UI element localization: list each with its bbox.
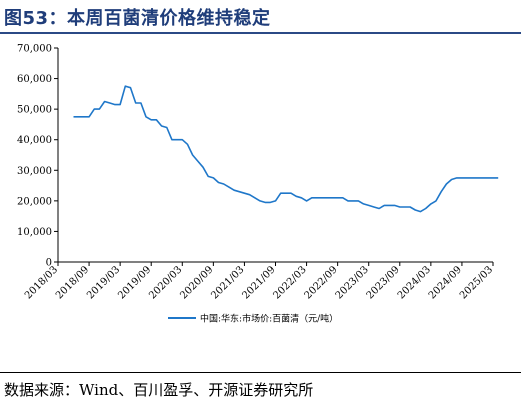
x-tick-label: 2023/09 (365, 264, 402, 301)
source-divider (0, 372, 521, 373)
x-tick-label: 2018/03 (23, 264, 60, 301)
y-tick-label: 20,000 (17, 196, 52, 207)
y-tick-label: 0 (46, 258, 52, 269)
line-chart: 0 10,000 20,000 30,000 40,000 50,000 60,000 70,… (17, 44, 499, 325)
y-tick-label: 10,000 (17, 227, 52, 238)
x-tick-label: 2023/03 (334, 264, 371, 301)
chart-title: 图53：本周百菌清价格维持稳定 (4, 8, 271, 29)
x-tick-label: 2021/03 (209, 264, 246, 301)
series-line (73, 85, 499, 213)
y-tick-label: 30,000 (17, 166, 52, 177)
x-tick-label: 2019/09 (116, 264, 153, 301)
title-divider (0, 32, 521, 34)
legend-label: 中国:华东:市场价:百菌清（元/吨） (200, 313, 338, 325)
y-tick-label: 50,000 (17, 105, 52, 116)
x-tick-label: 2025/03 (458, 264, 495, 301)
x-tick-label: 2019/03 (85, 264, 122, 301)
data-source-note: 数据来源：Wind、百川盈孚、开源证券研究所 (4, 381, 314, 399)
x-tick-label: 2018/09 (54, 264, 91, 301)
x-tick-label: 2024/09 (427, 264, 464, 301)
y-tick-label: 60,000 (17, 74, 52, 85)
x-tick-label: 2022/03 (272, 264, 309, 301)
x-tick-label: 2020/09 (178, 264, 215, 301)
x-tick-label: 2022/09 (303, 264, 340, 301)
x-tick-label: 2020/03 (147, 264, 184, 301)
y-tick-label: 40,000 (17, 135, 52, 146)
x-tick-label: 2024/03 (396, 264, 433, 301)
chart-area: 0 10,000 20,000 30,000 40,000 50,000 60,000 70,… (0, 36, 521, 370)
x-tick-label: 2021/09 (240, 264, 277, 301)
y-tick-label: 70,000 (17, 44, 52, 55)
